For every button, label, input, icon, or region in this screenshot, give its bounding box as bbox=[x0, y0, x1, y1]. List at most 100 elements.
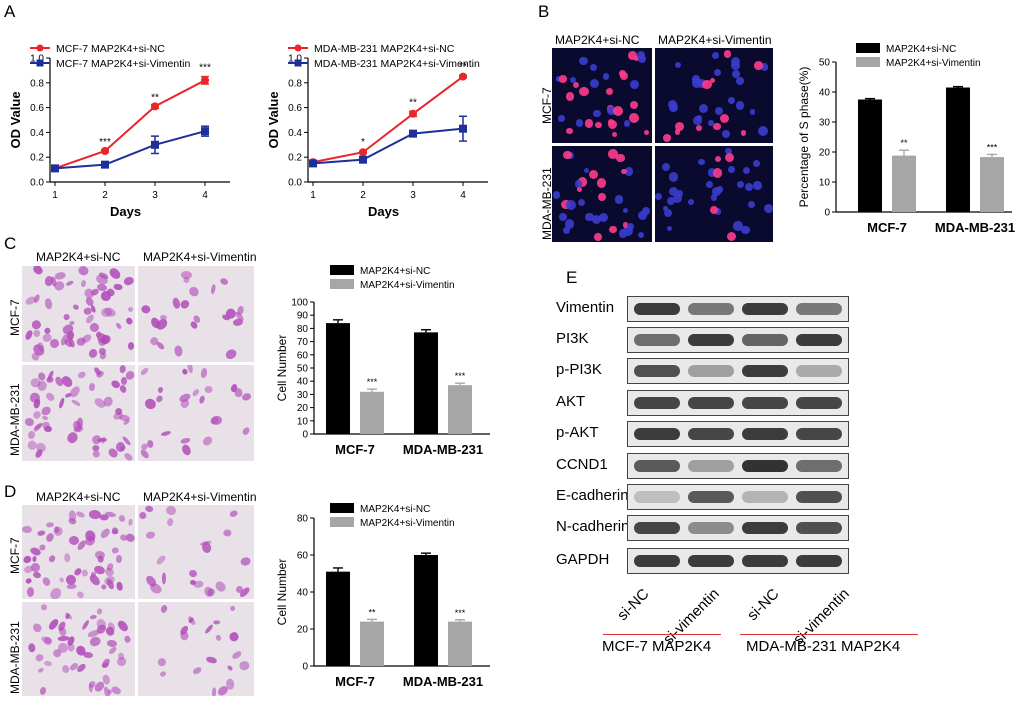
stained-cell bbox=[124, 316, 134, 326]
protein-band bbox=[634, 522, 680, 534]
cell-nucleus bbox=[576, 186, 582, 192]
cell-nucleus bbox=[618, 228, 628, 238]
cell-nucleus bbox=[612, 131, 618, 137]
stained-cell bbox=[211, 687, 217, 696]
legend-label: MAP2K4+si-Vimentin bbox=[886, 58, 981, 69]
protein-band bbox=[634, 365, 680, 377]
cell-nucleus bbox=[722, 130, 731, 139]
cell-nucleus bbox=[707, 167, 717, 177]
stained-cell bbox=[155, 341, 165, 351]
panel-label-a: A bbox=[4, 2, 16, 21]
stained-cell bbox=[225, 677, 235, 690]
cell-nucleus bbox=[552, 191, 560, 199]
cell-nucleus bbox=[584, 168, 590, 174]
cell-nucleus bbox=[709, 205, 718, 214]
series-line bbox=[312, 127, 464, 165]
stained-cell bbox=[198, 394, 206, 405]
blot-strip bbox=[627, 327, 849, 353]
y-tick-label: 1.0 bbox=[30, 54, 44, 65]
series-line bbox=[54, 79, 206, 170]
legend-label: MAP2K4+si-Vimentin bbox=[360, 280, 455, 291]
group-label-mda: MDA-MB-231 MAP2K4 bbox=[746, 638, 901, 655]
cell-nucleus bbox=[607, 105, 616, 115]
cell-nucleus bbox=[638, 210, 648, 220]
stained-cell bbox=[114, 322, 123, 331]
blot-strip bbox=[627, 484, 849, 510]
cell-nucleus bbox=[620, 168, 627, 175]
stained-cell bbox=[204, 384, 214, 394]
cell-nucleus bbox=[695, 124, 703, 132]
stained-cell-image bbox=[22, 365, 135, 461]
group-label-mcf7: MCF-7 MAP2K4 bbox=[602, 638, 712, 655]
y-tick-label: 0.0 bbox=[288, 178, 302, 189]
cell-nucleus bbox=[758, 126, 769, 137]
y-tick-label: 0.4 bbox=[288, 128, 302, 139]
blot-strip bbox=[627, 390, 849, 416]
stained-cell bbox=[145, 530, 156, 540]
protein-band bbox=[742, 334, 788, 346]
legend-swatch bbox=[856, 57, 880, 67]
stained-cell bbox=[45, 521, 55, 529]
cell-nucleus bbox=[743, 166, 751, 174]
legend-swatch bbox=[330, 503, 354, 513]
y-tick-label: 50 bbox=[297, 364, 309, 375]
y-tick-label: 40 bbox=[297, 377, 309, 388]
stained-cell bbox=[138, 510, 148, 521]
stained-cell bbox=[127, 342, 135, 351]
legend-label: MAP2K4+si-Vimentin bbox=[360, 518, 455, 529]
data-point bbox=[459, 124, 467, 133]
lane-label: si-NC bbox=[614, 585, 653, 625]
stained-cell bbox=[114, 283, 124, 291]
stained-cell bbox=[77, 370, 88, 379]
cell-nucleus bbox=[753, 181, 762, 190]
significance-label: *** bbox=[987, 142, 998, 152]
stained-cell bbox=[110, 546, 120, 555]
significance-label: ** bbox=[900, 138, 908, 148]
stained-cell bbox=[97, 608, 104, 615]
stained-cell-image bbox=[22, 266, 135, 362]
stained-cell bbox=[59, 374, 74, 390]
cell-nucleus bbox=[613, 106, 623, 116]
stained-cell bbox=[188, 569, 198, 578]
cell-nucleus bbox=[594, 121, 602, 129]
cell-nucleus bbox=[584, 119, 594, 128]
bar-chart-invasion: 0 20 40 60 80 Cell Number MAP2K4+si-NC MAP2K4+s… bbox=[275, 503, 490, 689]
cell-nucleus bbox=[593, 109, 602, 118]
protein-band bbox=[634, 428, 680, 440]
protein-label: p-PI3K bbox=[556, 361, 602, 378]
stained-cell bbox=[187, 285, 201, 299]
category-label: MCF-7 bbox=[335, 442, 375, 457]
stained-cell bbox=[166, 517, 175, 527]
bar bbox=[326, 571, 350, 666]
y-tick-label: 0.4 bbox=[30, 128, 44, 139]
bar bbox=[360, 621, 384, 666]
bar bbox=[892, 155, 916, 212]
cell-nucleus bbox=[594, 232, 603, 241]
stained-cell-image bbox=[138, 602, 254, 696]
cell-nucleus bbox=[713, 122, 721, 131]
panel-label-e: E bbox=[566, 268, 578, 287]
cell-nucleus bbox=[698, 158, 705, 166]
cell-nucleus bbox=[728, 166, 735, 173]
cell-nucleus bbox=[715, 156, 722, 163]
cell-nucleus bbox=[736, 180, 745, 189]
cell-nucleus bbox=[674, 129, 680, 135]
stained-cell bbox=[240, 555, 252, 567]
y-tick-label: 30 bbox=[297, 390, 309, 401]
cell-nucleus bbox=[572, 81, 579, 88]
x-tick-label: 2 bbox=[360, 190, 366, 201]
legend-label: MDA-MB-231 MAP2K4+si-Vimentin bbox=[314, 58, 480, 70]
stained-cell bbox=[31, 328, 41, 339]
micro-d-col-nc: MAP2K4+si-NC bbox=[36, 490, 121, 504]
protein-band bbox=[634, 491, 680, 503]
category-label: MCF-7 bbox=[867, 220, 907, 235]
cell-nucleus bbox=[695, 114, 702, 121]
bar bbox=[448, 385, 472, 434]
cell-nucleus bbox=[596, 178, 607, 188]
stained-cell bbox=[203, 623, 214, 636]
protein-label: AKT bbox=[556, 393, 586, 410]
cell-nucleus bbox=[662, 162, 671, 171]
category-label: MDA-MB-231 bbox=[403, 674, 483, 689]
stained-cell bbox=[155, 554, 168, 566]
stained-cell bbox=[191, 388, 201, 398]
